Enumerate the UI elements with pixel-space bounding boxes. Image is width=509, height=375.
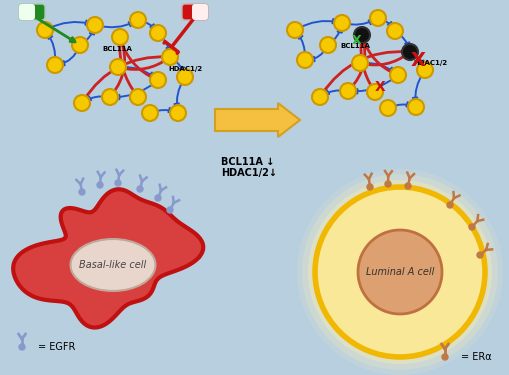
Circle shape bbox=[87, 17, 103, 33]
Text: HDAC1/2↓: HDAC1/2↓ bbox=[221, 168, 277, 178]
Circle shape bbox=[405, 183, 411, 189]
Circle shape bbox=[387, 23, 403, 39]
FancyBboxPatch shape bbox=[19, 4, 45, 20]
Text: X: X bbox=[410, 51, 426, 69]
Circle shape bbox=[162, 49, 178, 65]
Circle shape bbox=[312, 89, 328, 105]
Circle shape bbox=[47, 57, 63, 73]
Circle shape bbox=[308, 180, 492, 364]
Circle shape bbox=[380, 100, 396, 116]
Circle shape bbox=[137, 186, 143, 192]
Text: BCL11A: BCL11A bbox=[340, 43, 370, 49]
Circle shape bbox=[287, 22, 303, 38]
Circle shape bbox=[320, 37, 336, 53]
Text: BCL11A: BCL11A bbox=[102, 46, 132, 52]
Circle shape bbox=[130, 89, 146, 105]
Circle shape bbox=[37, 22, 53, 38]
Circle shape bbox=[402, 44, 418, 60]
FancyBboxPatch shape bbox=[192, 4, 208, 20]
Text: Basal-like cell: Basal-like cell bbox=[79, 260, 147, 270]
Text: Luminal A cell: Luminal A cell bbox=[366, 267, 434, 277]
Text: X: X bbox=[352, 33, 362, 46]
Circle shape bbox=[19, 344, 25, 350]
Circle shape bbox=[97, 182, 103, 188]
Circle shape bbox=[340, 83, 356, 99]
Circle shape bbox=[385, 181, 391, 187]
Circle shape bbox=[302, 174, 498, 370]
Circle shape bbox=[110, 59, 126, 75]
Circle shape bbox=[297, 169, 503, 375]
Text: HDAC1/2: HDAC1/2 bbox=[413, 60, 447, 66]
Circle shape bbox=[334, 15, 350, 31]
Text: HDAC1/2: HDAC1/2 bbox=[168, 66, 202, 72]
Circle shape bbox=[167, 207, 173, 213]
Circle shape bbox=[367, 84, 383, 100]
Circle shape bbox=[115, 180, 121, 186]
Circle shape bbox=[408, 99, 424, 115]
Circle shape bbox=[417, 62, 433, 78]
FancyBboxPatch shape bbox=[182, 4, 208, 20]
Circle shape bbox=[102, 89, 118, 105]
Circle shape bbox=[358, 230, 442, 314]
Circle shape bbox=[390, 67, 406, 83]
Circle shape bbox=[142, 105, 158, 121]
Circle shape bbox=[177, 69, 193, 85]
Circle shape bbox=[367, 184, 373, 190]
Circle shape bbox=[297, 52, 313, 68]
Circle shape bbox=[469, 224, 475, 230]
Circle shape bbox=[352, 55, 368, 71]
Text: X: X bbox=[375, 80, 385, 94]
Circle shape bbox=[130, 12, 146, 28]
Circle shape bbox=[442, 354, 448, 360]
Circle shape bbox=[79, 189, 85, 195]
Circle shape bbox=[112, 29, 128, 45]
Circle shape bbox=[315, 187, 485, 357]
Circle shape bbox=[150, 25, 166, 41]
FancyBboxPatch shape bbox=[19, 4, 35, 20]
Circle shape bbox=[354, 27, 370, 43]
Circle shape bbox=[150, 72, 166, 88]
Circle shape bbox=[155, 195, 161, 201]
Circle shape bbox=[477, 252, 483, 258]
Circle shape bbox=[74, 95, 90, 111]
FancyArrow shape bbox=[215, 103, 300, 137]
Ellipse shape bbox=[71, 239, 156, 291]
Circle shape bbox=[447, 202, 453, 208]
Text: = EGFR: = EGFR bbox=[38, 342, 75, 352]
Text: = ERα: = ERα bbox=[461, 352, 492, 362]
Circle shape bbox=[72, 37, 88, 53]
Text: BCL11A ↓: BCL11A ↓ bbox=[221, 157, 274, 167]
Polygon shape bbox=[13, 189, 203, 327]
Circle shape bbox=[170, 105, 186, 121]
Circle shape bbox=[370, 10, 386, 26]
